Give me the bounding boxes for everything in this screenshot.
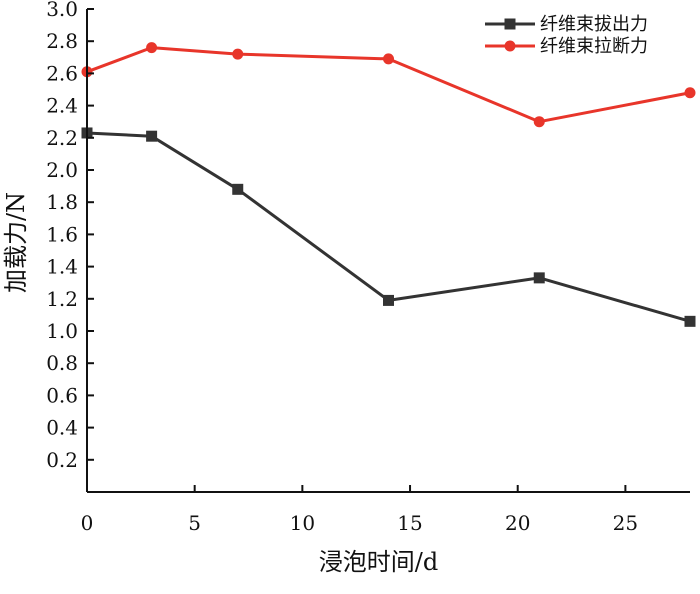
data-point-circle <box>383 53 394 65</box>
data-point-circle <box>232 48 244 60</box>
x-tick-label: 5 <box>188 511 201 535</box>
y-tick-label: 1.0 <box>46 319 78 343</box>
data-point-square <box>146 130 158 142</box>
y-tick-label: 1.2 <box>46 287 78 311</box>
legend: 纤维束拔出力 纤维束拉断力 <box>485 14 648 57</box>
data-point-circle <box>684 87 696 99</box>
y-tick-label: 2.6 <box>46 61 78 85</box>
data-point-square <box>684 315 696 327</box>
legend-item-pullout: 纤维束拔出力 <box>485 14 648 35</box>
x-tick-label: 0 <box>81 511 94 535</box>
x-axis-title: 浸泡时间/d <box>319 548 438 576</box>
y-tick-label: 2.2 <box>46 126 78 150</box>
y-tick-label: 1.4 <box>46 255 78 279</box>
legend-item-break: 纤维束拉断力 <box>485 36 648 57</box>
y-tick-label: 2.4 <box>46 94 78 118</box>
axes <box>86 9 690 493</box>
data-point-square <box>232 183 244 195</box>
series-line-2 <box>86 46 691 124</box>
y-tick-label: 1.6 <box>46 222 78 246</box>
y-tick-label: 0.8 <box>46 351 78 375</box>
x-tick-label: 25 <box>613 511 638 535</box>
x-axis-ticks: 0 5 10 15 20 25 <box>81 485 638 535</box>
y-tick-label: 3.0 <box>46 0 78 21</box>
series-line-1 <box>86 131 691 323</box>
x-tick-label: 15 <box>397 511 422 535</box>
data-point-circle <box>146 42 158 54</box>
data-point-square <box>533 272 545 284</box>
y-axis-ticks: 0.2 0.4 0.6 0.8 1.0 1.2 1.4 1.6 1.8 2.0 2.2 2.4 2.6 2… <box>46 0 94 472</box>
y-tick-label: 2.0 <box>46 158 78 182</box>
legend-label-pullout: 纤维束拔出力 <box>540 14 648 35</box>
data-point-circle <box>533 116 545 128</box>
y-tick-label: 1.8 <box>46 190 78 214</box>
y-tick-label: 0.4 <box>46 416 78 440</box>
legend-marker-square <box>504 18 516 30</box>
x-tick-label: 10 <box>290 511 315 535</box>
legend-label-break: 纤维束拉断力 <box>540 36 648 57</box>
y-tick-label: 0.2 <box>46 448 78 472</box>
x-tick-label: 20 <box>505 511 530 535</box>
legend-marker-circle <box>504 40 516 52</box>
y-tick-label: 0.6 <box>46 383 78 407</box>
data-point-square <box>383 294 394 306</box>
y-tick-label: 2.8 <box>46 29 78 53</box>
plot-area <box>81 42 696 327</box>
y-axis-title: 加载力/N <box>2 192 30 293</box>
